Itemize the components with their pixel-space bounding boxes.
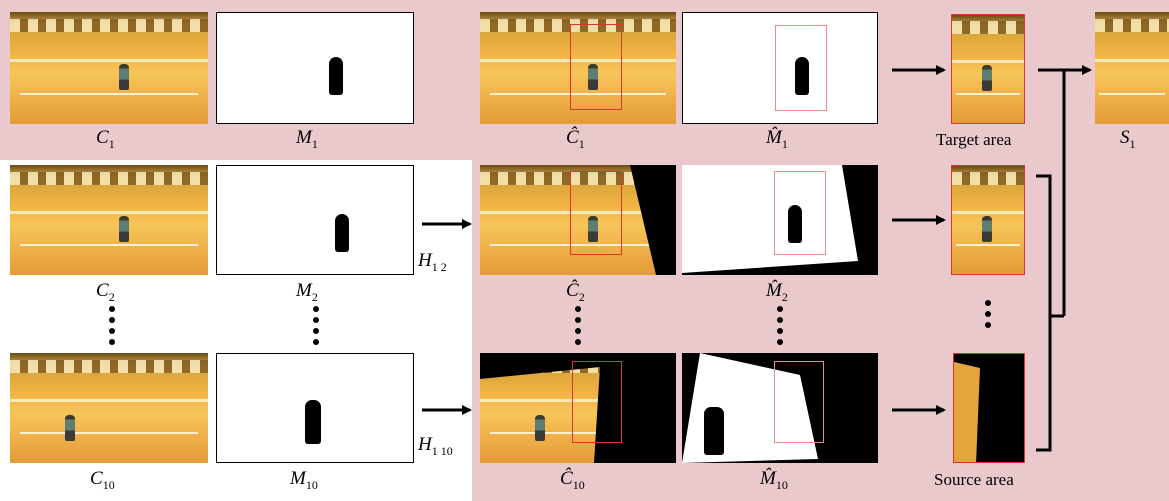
mask-m10	[216, 353, 414, 463]
label-h110: H1 10	[418, 434, 453, 458]
ellipsis-c	[108, 306, 116, 350]
target-region-box	[570, 24, 622, 110]
label-c10-hat: Ĉ10	[560, 468, 585, 492]
ellipsis-m	[312, 306, 320, 350]
label-s1: S1	[1120, 127, 1136, 151]
mask-m2-hat-warped	[682, 165, 878, 275]
frame-c2	[10, 165, 208, 275]
source-area-crop	[953, 353, 1025, 463]
target-area-crop	[951, 14, 1025, 124]
source-bracket	[1036, 174, 1052, 452]
target-region-box-mask	[774, 171, 826, 255]
target-region-box-mask	[775, 25, 827, 111]
frame-c2-hat-warped	[480, 165, 676, 275]
frame-c10	[10, 353, 208, 463]
mask-m10-hat-warped	[682, 353, 878, 463]
mask-m1	[216, 12, 414, 124]
label-target-area: Target area	[936, 130, 1012, 149]
ellipsis-m-hat	[776, 306, 784, 350]
mask-m2	[216, 165, 414, 275]
warp-black-region	[480, 353, 676, 463]
label-m2-hat: M̂2	[766, 280, 788, 304]
target-region-box-mask	[774, 361, 824, 443]
ellipsis-c-hat	[574, 306, 582, 350]
label-c1: C1	[96, 127, 115, 151]
frame-c1	[10, 12, 208, 124]
label-c1-hat: Ĉ1	[566, 127, 585, 151]
label-m10: M10	[290, 468, 318, 492]
label-c2-hat: Ĉ2	[566, 280, 585, 304]
target-region-box	[570, 171, 622, 255]
label-m1: M1	[296, 127, 318, 151]
label-h12: H1 2	[418, 250, 447, 274]
label-source-area: Source area	[934, 470, 1014, 489]
target-region-box	[572, 361, 622, 443]
mask-m1-hat	[682, 12, 878, 124]
label-m2: M2	[296, 280, 318, 304]
label-m1-hat: M̂1	[766, 127, 788, 151]
frame-c1-hat	[480, 12, 676, 124]
label-m10-hat: M̂10	[760, 468, 788, 492]
source-crop-2	[951, 165, 1025, 275]
output-s1	[1095, 12, 1169, 124]
warp-black-region	[630, 165, 676, 275]
warped-mask-shape	[682, 165, 858, 273]
frame-c10-hat-warped	[480, 353, 676, 463]
label-c10: C10	[90, 468, 115, 492]
label-c2: C2	[96, 280, 115, 304]
ellipsis-crops	[984, 300, 992, 333]
